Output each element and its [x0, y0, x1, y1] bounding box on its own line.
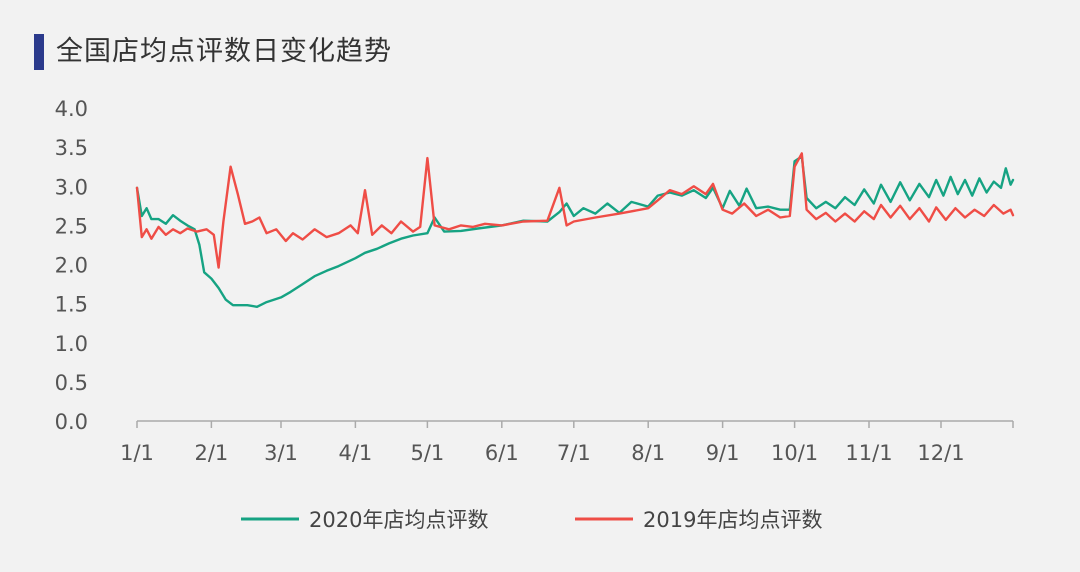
series-layer — [135, 152, 1015, 308]
x-tick-label: 9/1 — [706, 441, 740, 465]
x-tick-label: 7/1 — [557, 441, 591, 465]
x-tick-label: 8/1 — [631, 441, 665, 465]
x-tick-label: 1/1 — [120, 441, 154, 465]
y-tick-label: 4.0 — [55, 97, 88, 121]
y-tick-label: 2.0 — [55, 254, 88, 278]
y-tick-label: 0.5 — [55, 371, 88, 395]
x-tick-label: 3/1 — [264, 441, 298, 465]
y-tick-label: 3.0 — [55, 175, 88, 199]
y-tick-label: 1.5 — [55, 293, 88, 317]
series-line-2020 — [135, 155, 1015, 308]
legend: 2020年店均点评数 2019年店均点评数 — [241, 508, 822, 532]
legend-label: 2019年店均点评数 — [643, 508, 822, 532]
x-tick-label: 4/1 — [339, 441, 373, 465]
y-tick-label: 1.0 — [55, 332, 88, 356]
legend-label: 2020年店均点评数 — [309, 508, 488, 532]
x-tick-label: 2/1 — [195, 441, 229, 465]
chart-title: 全国店均点评数日变化趋势 — [56, 36, 392, 67]
y-axis-ticks: 0.0 0.5 1.0 1.5 2.0 2.5 3.0 3.5 4.0 — [55, 97, 88, 434]
x-tick-label: 11/1 — [845, 441, 892, 465]
y-tick-label: 3.5 — [55, 136, 88, 160]
y-tick-label: 0.0 — [55, 410, 88, 434]
title-accent-bar — [34, 34, 44, 70]
x-tick-label: 5/1 — [411, 441, 445, 465]
series-line-2019 — [135, 152, 1015, 269]
x-tick-label: 6/1 — [485, 441, 519, 465]
x-tick-label: 10/1 — [771, 441, 818, 465]
x-axis: 1/1 2/1 3/1 4/1 5/1 6/1 7/1 8/1 9/1 10/1 11/1 12/1 — [120, 420, 1014, 465]
x-tick-label: 12/1 — [917, 441, 964, 465]
y-tick-label: 2.5 — [55, 214, 88, 238]
